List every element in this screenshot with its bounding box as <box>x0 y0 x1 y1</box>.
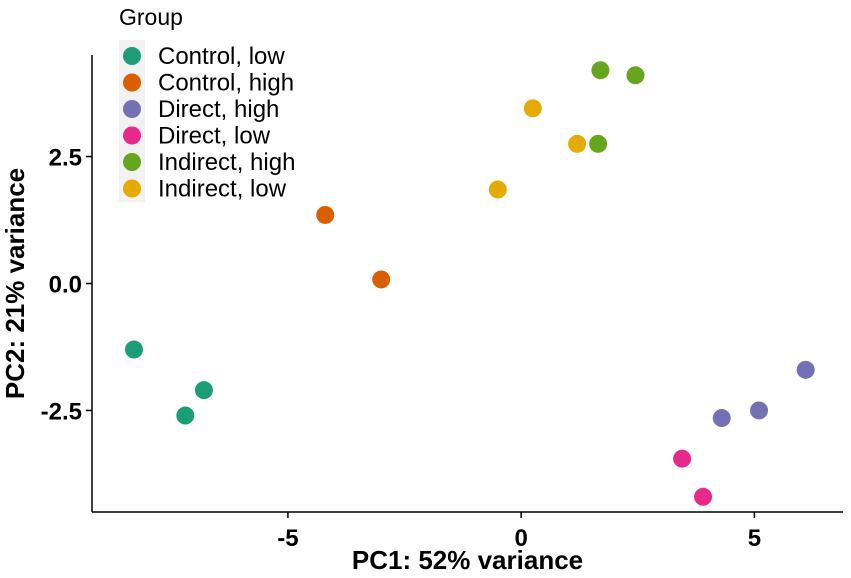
legend-background <box>119 40 145 202</box>
y-tick-label: -2.5 <box>41 398 82 425</box>
legend-swatch <box>123 100 141 118</box>
legend-label: Direct, high <box>158 96 279 123</box>
y-axis-title: PC2: 21% variance <box>0 168 30 399</box>
data-point-control-low <box>124 340 143 359</box>
data-point-indirect-high <box>589 134 608 153</box>
data-point-control-high <box>316 205 335 224</box>
legend-swatch <box>123 73 141 92</box>
legend-label: Indirect, low <box>158 176 287 203</box>
legend-swatch <box>123 47 141 65</box>
legend-label: Direct, low <box>158 123 271 150</box>
data-point-direct-high <box>750 401 769 420</box>
legend-swatch <box>123 179 141 198</box>
x-tick-label: 0 <box>514 525 527 552</box>
legend-swatch <box>123 153 141 171</box>
y-tick-label: 0.0 <box>49 272 82 299</box>
legend-label: Indirect, high <box>158 149 295 176</box>
data-point-direct-low <box>673 449 692 468</box>
data-point-direct-high <box>796 360 815 379</box>
data-point-direct-high <box>712 409 731 428</box>
x-tick-label: 5 <box>748 525 761 552</box>
data-point-indirect-high <box>626 66 645 85</box>
legend-label: Control, low <box>158 43 285 70</box>
y-tick-label: 2.5 <box>49 145 82 172</box>
data-point-indirect-low <box>523 99 542 118</box>
data-point-control-low <box>194 381 213 400</box>
legend-swatch <box>123 126 141 145</box>
data-point-indirect-low <box>488 180 507 199</box>
x-axis-title: PC1: 52% variance <box>352 545 583 575</box>
legend-label: Control, high <box>158 70 294 97</box>
data-point-control-low <box>176 406 195 425</box>
x-tick-label: -5 <box>277 525 298 552</box>
legend-title: Group <box>119 4 183 30</box>
ticks: -5 0 5 -2.5 0.0 2.5 <box>41 145 761 552</box>
data-point-indirect-high <box>591 61 610 80</box>
data-point-direct-low <box>694 487 713 506</box>
data-point-indirect-low <box>568 134 587 153</box>
data-points <box>124 61 815 506</box>
data-point-control-high <box>372 270 391 289</box>
